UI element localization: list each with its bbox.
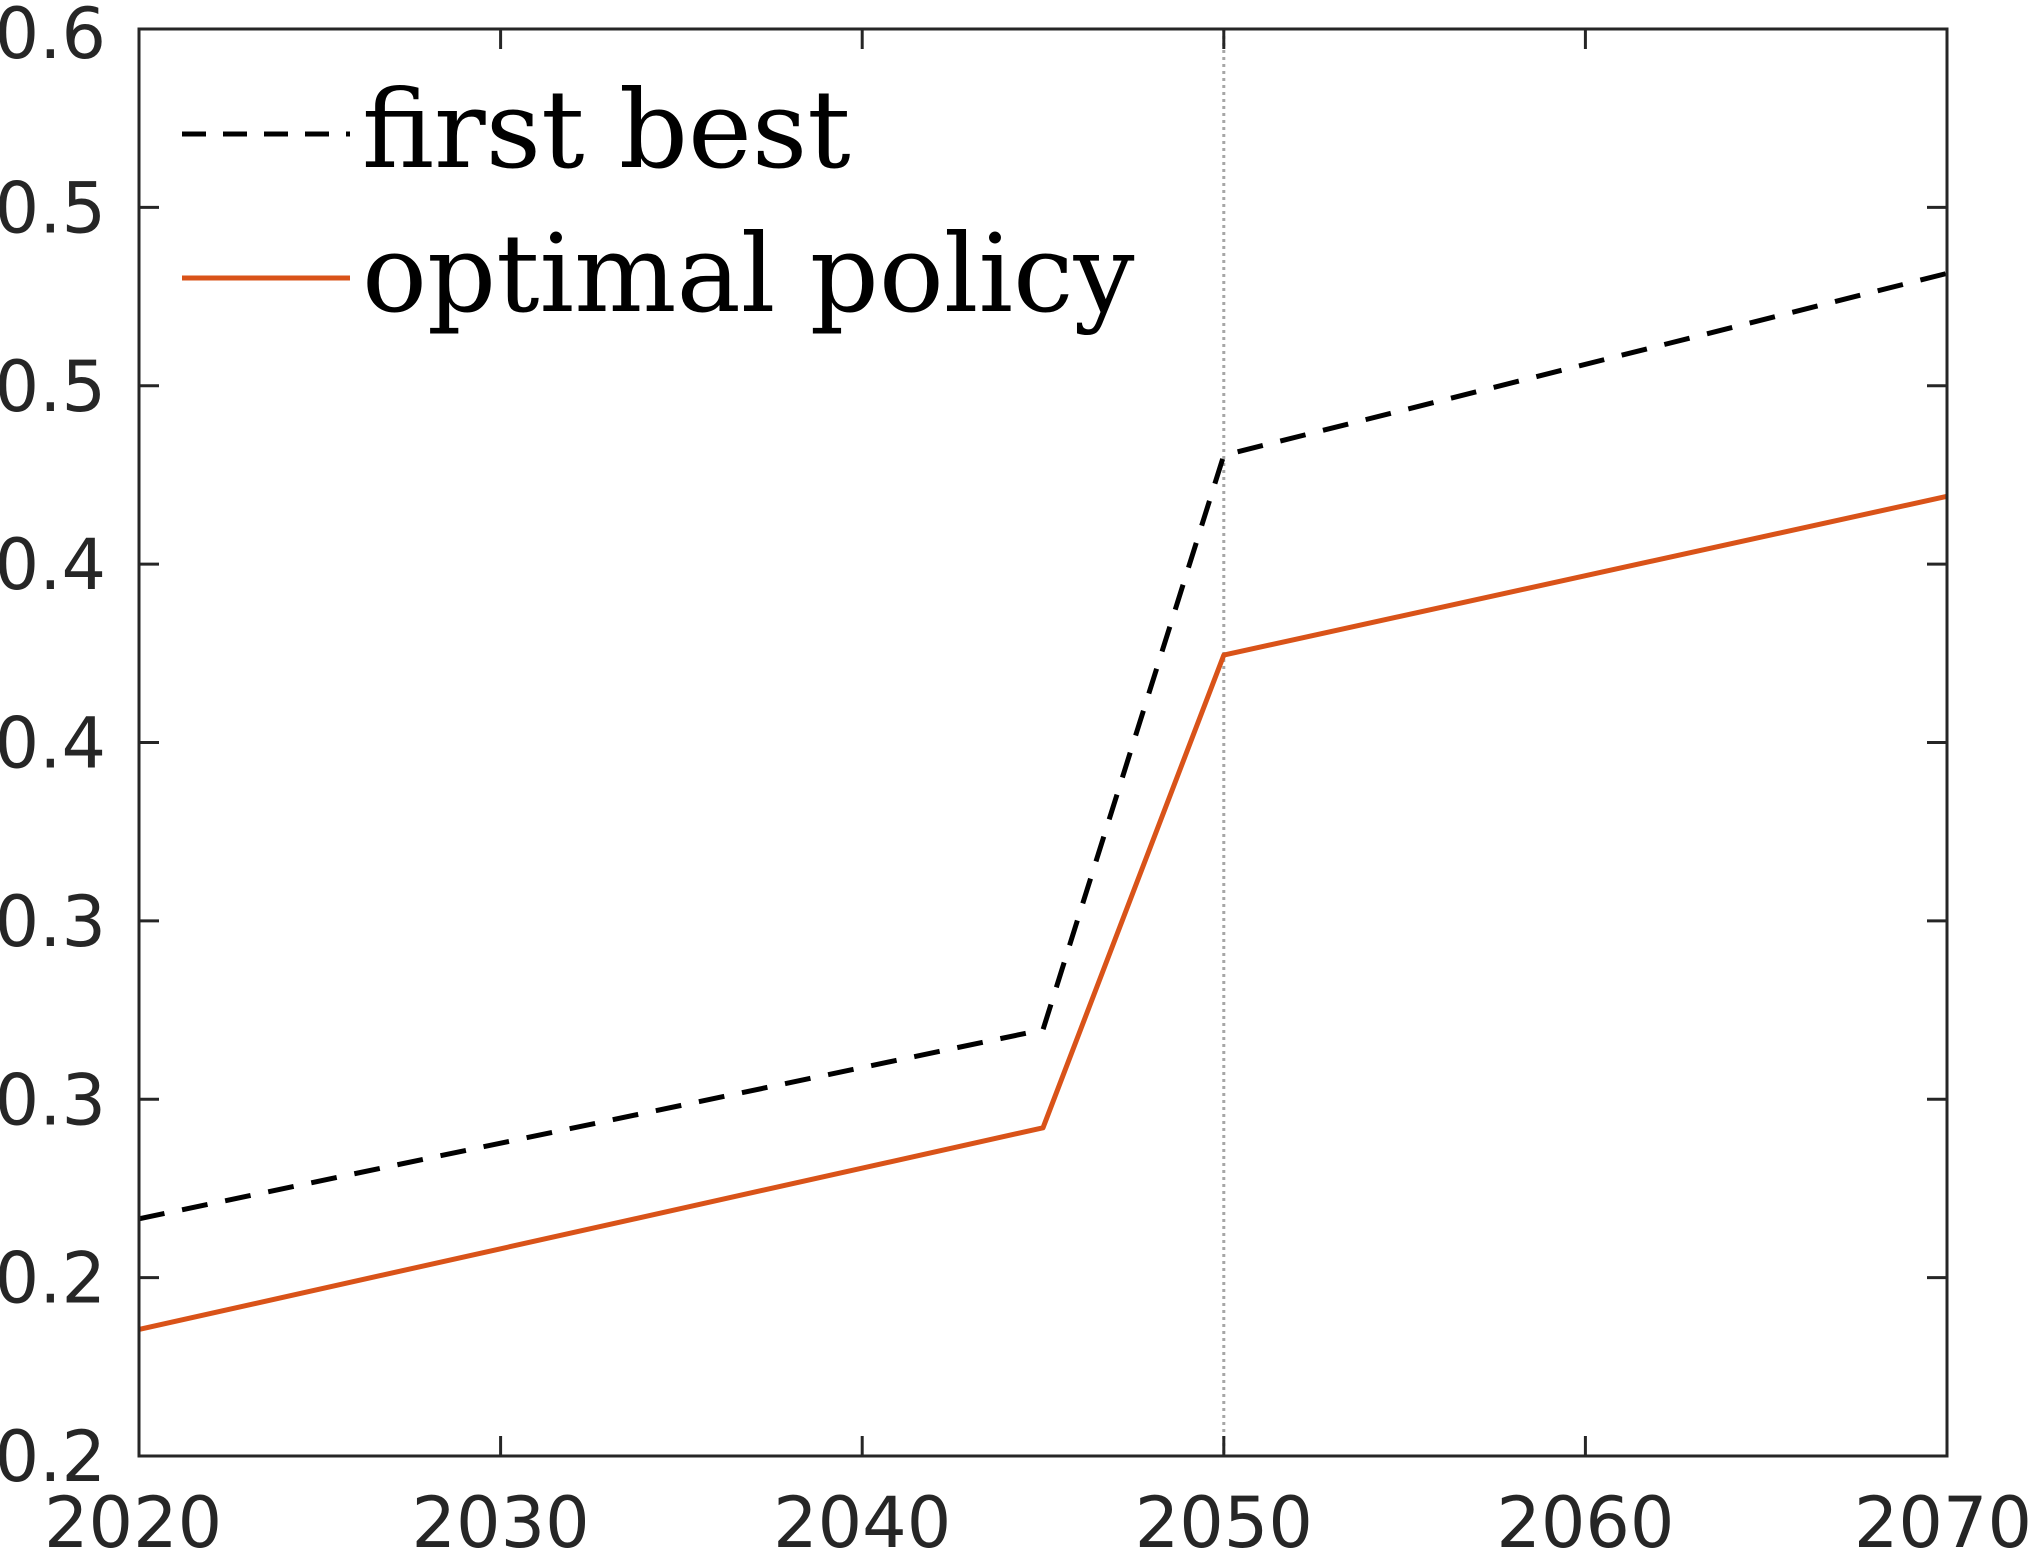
y-tick-label: 0.3 [0, 1059, 106, 1141]
y-tick-label: 0.5 [0, 167, 106, 249]
x-tick-label: 2070 [1854, 1482, 2032, 1554]
x-tick-label: 2020 [44, 1482, 222, 1554]
y-tick-label: 0.6 [0, 0, 106, 75]
y-tick-label: 0.5 [0, 346, 106, 428]
series-layer [138, 270, 1948, 1332]
series-line-optimal-policy [138, 493, 1948, 1332]
y-tick-label: 0.3 [0, 881, 106, 963]
y-tick-label: 0.4 [0, 703, 106, 785]
legend-label-first-best: first best [362, 68, 851, 193]
y-tick-label: 0.4 [0, 524, 106, 606]
x-tick-label: 2030 [412, 1482, 590, 1554]
x-tick-label: 2050 [1135, 1482, 1313, 1554]
x-tick-label: 2060 [1496, 1482, 1674, 1554]
y-tick-label: 0.2 [0, 1238, 106, 1320]
x-tick-label: 2040 [773, 1482, 951, 1554]
legend: first best optimal policy [182, 68, 1135, 337]
legend-label-optimal-policy: optimal policy [362, 212, 1135, 337]
series-line-first-best [138, 270, 1948, 1222]
y-tick-label: 0.2 [0, 1416, 106, 1498]
